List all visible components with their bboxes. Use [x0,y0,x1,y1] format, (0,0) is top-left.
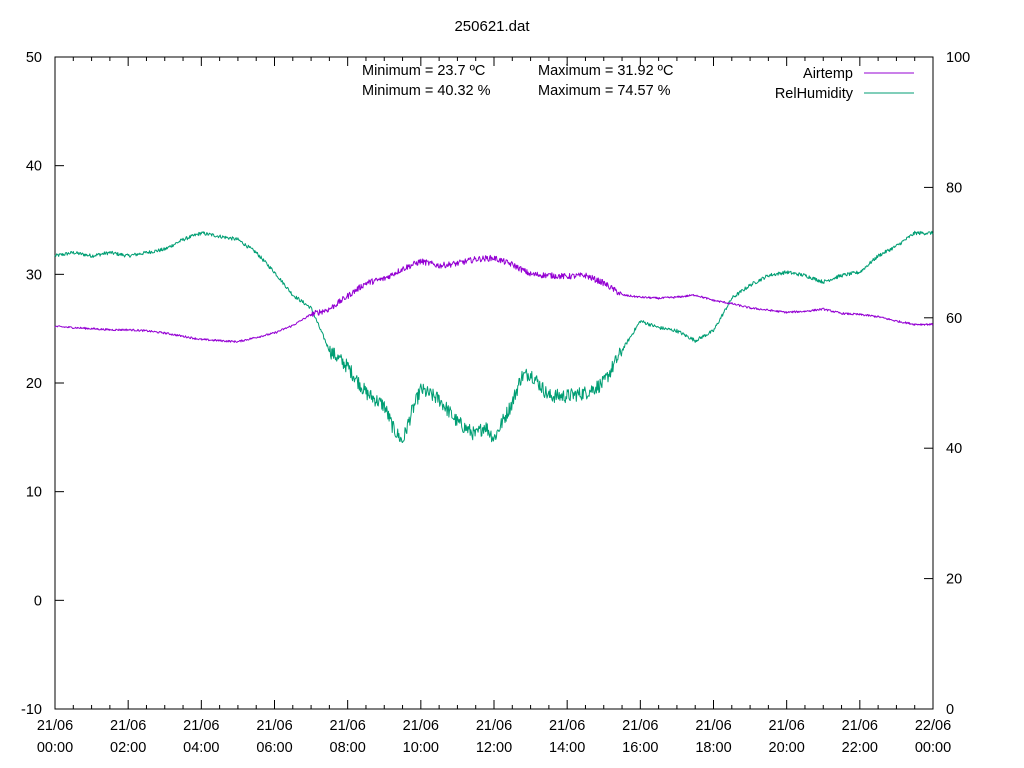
x-tick-label-time: 10:00 [403,740,439,756]
x-tick-label-date: 21/06 [256,718,292,734]
annotation-humidity-minimum: Minimum = 40.32 % [362,83,491,99]
annotation-temp-maximum: Maximum = 31.92 ºC [538,63,673,79]
legend-label-relhumidity: RelHumidity [775,86,854,102]
annotation-humidity-maximum: Maximum = 74.57 % [538,83,671,99]
x-tick-label-date: 21/06 [695,718,731,734]
y-tick-label: 40 [26,159,42,175]
x-tick-label-time: 14:00 [549,740,585,756]
x-tick-label-time: 08:00 [330,740,366,756]
y2-tick-label: 0 [946,702,954,718]
axes: -10 0 10 20 30 40 50 0 20 40 60 80 100 21/06 00:00 21/0… [21,50,970,756]
x-tick-label-time: 00:00 [37,740,73,756]
series-layer [54,230,934,443]
x-tick-label-date: 21/06 [110,718,146,734]
x-tick-label-time: 12:00 [476,740,512,756]
x-tick-label-date: 21/06 [330,718,366,734]
annotations: Minimum = 23.7 ºC Maximum = 31.92 ºC Min… [362,63,673,99]
y-tick-label: 20 [26,376,42,392]
x-tick-label-date: 21/06 [183,718,219,734]
x-tick-label-date: 21/06 [769,718,805,734]
y2-tick-label: 100 [946,50,970,66]
x-tick-label-time: 00:00 [915,740,951,756]
x-tick-label-date: 21/06 [842,718,878,734]
y2-tick-label: 40 [946,441,962,457]
x-tick-label-time: 22:00 [842,740,878,756]
annotation-temp-minimum: Minimum = 23.7 ºC [362,63,485,79]
chart-title: 250621.dat [454,18,530,35]
x-tick-label-time: 02:00 [110,740,146,756]
legend-label-airtemp: Airtemp [803,66,853,82]
y-tick-label: 50 [26,50,42,66]
y2-tick-label: 80 [946,180,962,196]
x-tick-label-date: 21/06 [403,718,439,734]
y-tick-label: 0 [34,593,42,609]
x-tick-label-date: 21/06 [622,718,658,734]
legend: Airtemp RelHumidity [775,66,914,102]
x-tick-label-date: 21/06 [476,718,512,734]
x-tick-label-date: 22/06 [915,718,951,734]
plot-frame [54,56,934,710]
y2-tick-label: 20 [946,572,962,588]
x-tick-label-time: 20:00 [769,740,805,756]
x-tick-label-date: 21/06 [549,718,585,734]
y-tick-label: 10 [26,485,42,501]
series-line-airtemp [54,254,934,343]
y2-tick-label: 60 [946,311,962,327]
y-tick-label: 30 [26,267,42,283]
x-tick-label-time: 16:00 [622,740,658,756]
x-tick-label-time: 18:00 [695,740,731,756]
x-tick-label-time: 04:00 [183,740,219,756]
y-tick-label: -10 [21,702,42,718]
x-tick-label-time: 06:00 [256,740,292,756]
series-line-relhumidity [54,230,934,443]
x-tick-label-date: 21/06 [37,718,73,734]
